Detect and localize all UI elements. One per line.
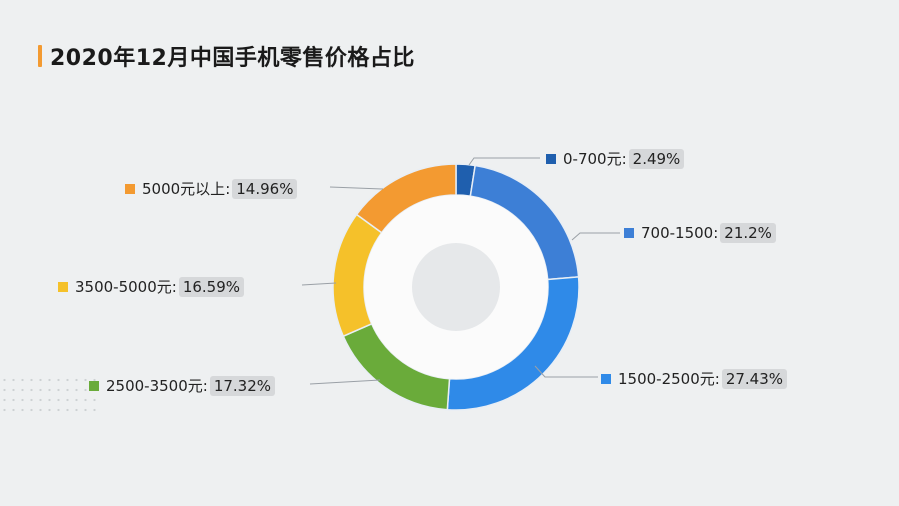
leader-lines [301,157,620,385]
legend-swatch [601,373,611,384]
legend-swatch [546,153,556,164]
legend-swatch [624,228,634,238]
label-0-700: 0-700元: 2.49% [546,148,685,169]
label-5000-plus: 5000元以上: 14.96% [125,178,298,199]
legend-swatch [89,380,99,391]
chart-title: 2020年12月中国手机零售价格占比 [50,46,415,71]
donut-center-disc [412,243,500,331]
label-3500-5000: 3500-5000元: 16.59% [58,276,245,297]
decorative-dot-pattern [0,375,100,415]
value-badge: 2.49% [628,148,685,169]
value-badge: 17.32% [209,375,276,396]
label-700-1500: 700-1500: 21.2% [624,223,776,243]
value-badge: 21.2% [720,223,776,243]
label-1500-2500: 1500-2500元: 27.43% [601,368,788,389]
value-badge: 16.59% [178,276,245,297]
legend-swatch [125,183,135,194]
title-accent-bar [38,45,42,67]
label-2500-3500: 2500-3500元: 17.32% [89,375,276,396]
value-badge: 27.43% [721,368,788,389]
legend-swatch [58,281,68,292]
value-badge: 14.96% [232,178,298,199]
